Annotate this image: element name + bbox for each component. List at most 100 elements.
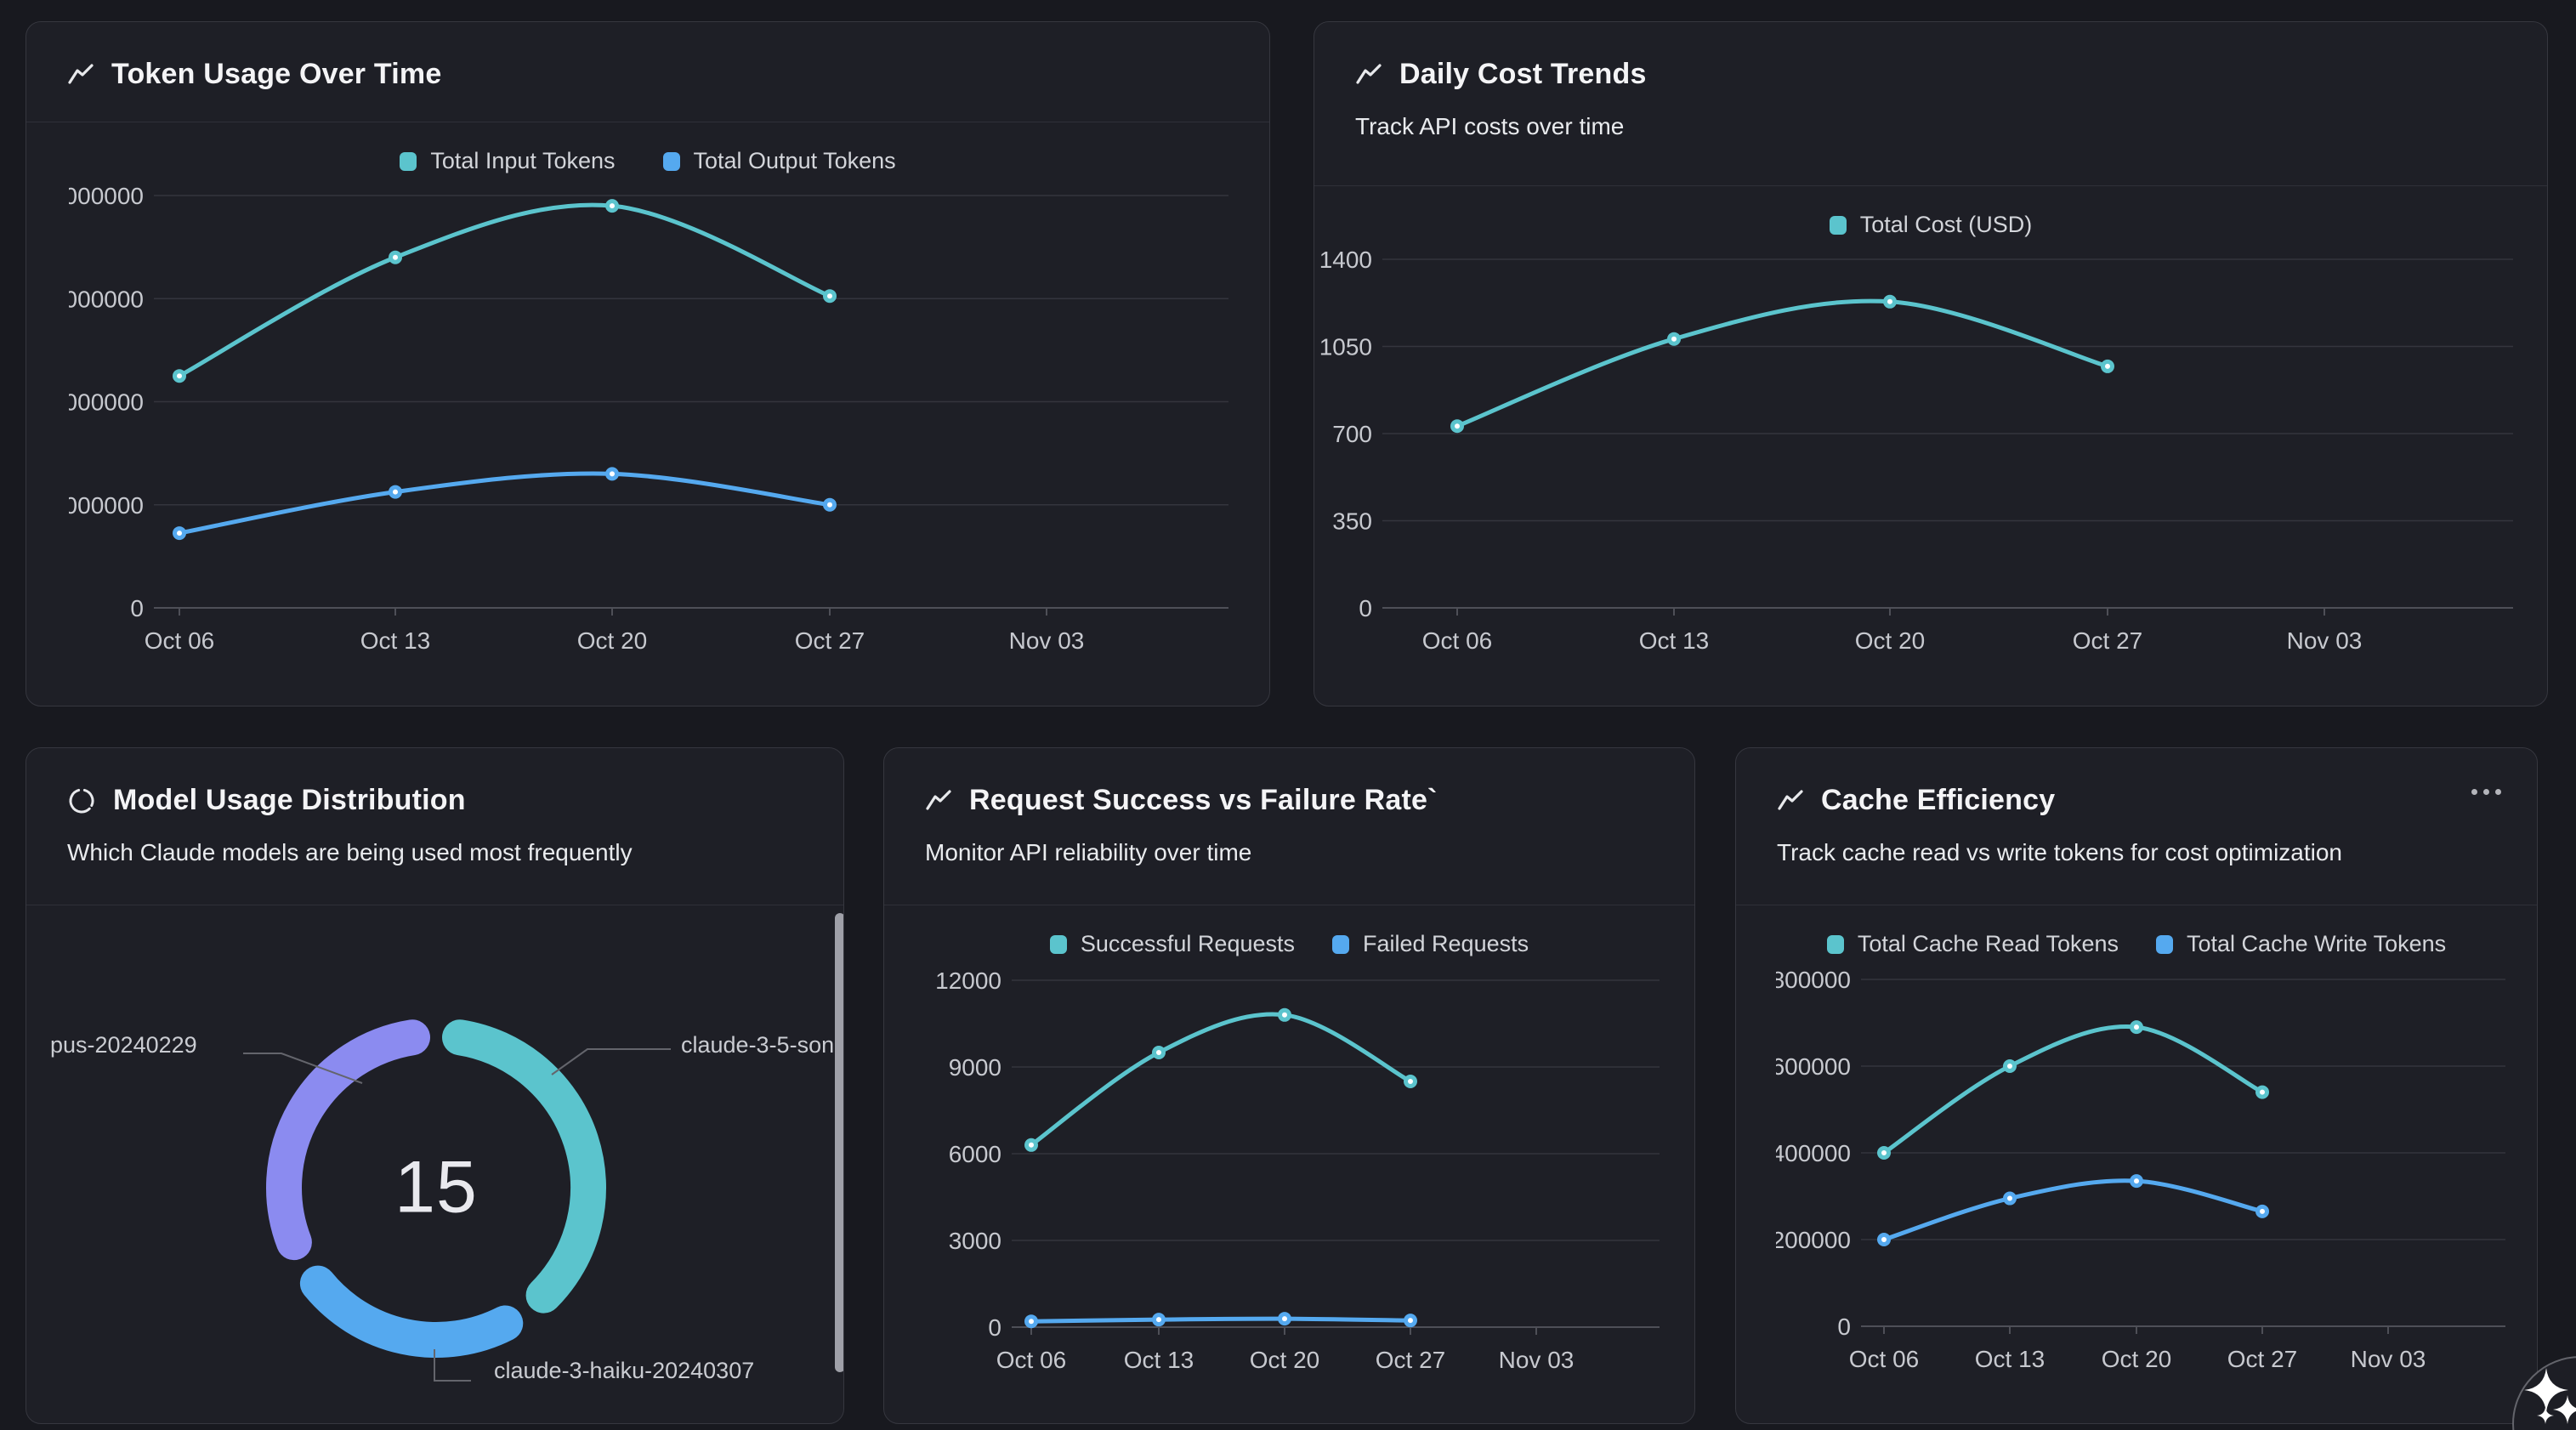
- legend-swatch-icon: [662, 151, 680, 171]
- donut-label-sonnet: claude-3-5-son: [681, 1032, 835, 1058]
- svg-text:Oct 27: Oct 27: [795, 627, 865, 654]
- chart-legend: Successful Requests Failed Requests: [884, 931, 1694, 957]
- svg-text:1400: 1400: [1319, 247, 1372, 273]
- cache-plot[interactable]: 0 200000 400000 600000 800000 Oct 06 Oct 13 Oct…: [1736, 905, 2537, 1423]
- legend-label: Failed Requests: [1363, 931, 1529, 956]
- card-header: Cache Efficiency Track cache read vs wri…: [1736, 748, 2537, 866]
- legend-label: Total Cost (USD): [1859, 212, 2033, 237]
- legend-swatch-icon: [1049, 934, 1067, 954]
- svg-text:12000: 12000: [935, 968, 1001, 994]
- svg-text:Oct 06: Oct 06: [996, 1347, 1066, 1373]
- scrollbar[interactable]: [835, 913, 843, 1372]
- request-rate-card: Request Success vs Failure Rate` Monitor…: [883, 747, 1695, 1424]
- svg-text:800000: 800000: [1772, 967, 1851, 993]
- svg-text:Oct 13: Oct 13: [1124, 1347, 1194, 1373]
- ellipsis-menu-icon[interactable]: [2471, 789, 2501, 795]
- svg-text:Oct 27: Oct 27: [1376, 1347, 1445, 1373]
- svg-text:Oct 13: Oct 13: [360, 627, 430, 654]
- svg-text:0: 0: [988, 1314, 1001, 1341]
- chart-legend: Total Cache Read Tokens Total Cache Writ…: [1736, 931, 2537, 957]
- svg-text:700: 700: [1332, 421, 1372, 447]
- card-title: Cache Efficiency: [1821, 784, 2056, 816]
- svg-text:Nov 03: Nov 03: [2287, 627, 2363, 654]
- svg-text:Oct 13: Oct 13: [1639, 627, 1709, 654]
- card-subtitle: Monitor API reliability over time: [925, 839, 1252, 865]
- card-subtitle: Track cache read vs write tokens for cos…: [1777, 839, 2342, 865]
- daily-cost-card: Daily Cost Trends Track API costs over t…: [1314, 21, 2548, 706]
- svg-text:Nov 03: Nov 03: [1499, 1347, 1575, 1373]
- card-subtitle: Track API costs over time: [1355, 113, 1625, 139]
- svg-text:8000000: 8000000: [51, 183, 144, 209]
- cache-efficiency-chart: Total Cache Read Tokens Total Cache Writ…: [1736, 905, 2537, 1423]
- model-distribution-card: Model Usage Distribution Which Claude mo…: [26, 747, 844, 1424]
- legend-item-failed[interactable]: Failed Requests: [1332, 931, 1529, 957]
- donut-center-total: 15: [394, 1146, 478, 1229]
- card-header: Request Success vs Failure Rate` Monitor…: [884, 748, 1694, 866]
- svg-text:0: 0: [1837, 1314, 1851, 1340]
- request-rate-chart: Successful Requests Failed Requests 0 300…: [884, 905, 1694, 1423]
- svg-text:Oct 27: Oct 27: [2073, 627, 2142, 654]
- legend-swatch-icon: [1332, 934, 1349, 954]
- card-title: Model Usage Distribution: [113, 784, 466, 816]
- svg-text:Oct 20: Oct 20: [1855, 627, 1925, 654]
- card-header: Daily Cost Trends Track API costs over t…: [1314, 22, 2547, 140]
- ai-assistant-button[interactable]: [2512, 1356, 2576, 1430]
- svg-text:Oct 20: Oct 20: [577, 627, 647, 654]
- svg-text:2000000: 2000000: [51, 492, 144, 519]
- legend-label: Total Cache Read Tokens: [1857, 931, 2119, 956]
- svg-text:Oct 06: Oct 06: [145, 627, 214, 654]
- trending-up-icon: [1356, 63, 1382, 84]
- legend-item-cache-write[interactable]: Total Cache Write Tokens: [2156, 931, 2446, 957]
- legend-item-cache-read[interactable]: Total Cache Read Tokens: [1826, 931, 2119, 957]
- svg-text:600000: 600000: [1772, 1053, 1851, 1080]
- svg-text:Oct 27: Oct 27: [2227, 1346, 2297, 1372]
- legend-swatch-icon: [400, 151, 417, 171]
- svg-text:Oct 20: Oct 20: [1250, 1347, 1319, 1373]
- svg-text:350: 350: [1332, 508, 1372, 535]
- svg-text:6000: 6000: [949, 1141, 1001, 1167]
- pie-chart-icon: [69, 788, 94, 813]
- legend-item-successful[interactable]: Successful Requests: [1049, 931, 1295, 957]
- legend-item-total-cost[interactable]: Total Cost (USD): [1829, 212, 2033, 238]
- trending-up-icon: [926, 789, 951, 810]
- legend-item-input-tokens[interactable]: Total Input Tokens: [400, 148, 616, 174]
- legend-swatch-icon: [1829, 215, 1847, 235]
- trending-up-icon: [1778, 789, 1803, 810]
- chart-legend: Total Input Tokens Total Output Tokens: [26, 148, 1269, 174]
- card-title: Token Usage Over Time: [111, 58, 442, 90]
- legend-label: Total Output Tokens: [693, 148, 896, 173]
- svg-text:6000000: 6000000: [51, 286, 144, 312]
- card-subtitle: Which Claude models are being used most …: [67, 839, 633, 865]
- requests-plot[interactable]: 0 3000 6000 9000 12000 Oct 06 Oct 13 Oct 20 Oct …: [884, 905, 1694, 1423]
- svg-text:Oct 06: Oct 06: [1422, 627, 1492, 654]
- donut-label-opus: pus-20240229: [50, 1032, 197, 1058]
- svg-text:9000: 9000: [949, 1054, 1001, 1081]
- divider: [1314, 185, 2547, 186]
- chart-legend: Total Cost (USD): [1314, 212, 2547, 238]
- sparkles-icon: [2524, 1368, 2576, 1424]
- svg-text:3000: 3000: [949, 1228, 1001, 1254]
- token-usage-card: Token Usage Over Time Total Input Tokens…: [26, 21, 1270, 706]
- daily_cost-plot[interactable]: 0 350 700 1050 1400 Oct 06 Oct 13 Oct 20 Oct 27 N…: [1314, 186, 2547, 706]
- card-title: Request Success vs Failure Rate`: [969, 784, 1438, 816]
- svg-text:Oct 20: Oct 20: [2102, 1346, 2171, 1372]
- legend-label: Successful Requests: [1080, 931, 1295, 956]
- svg-text:200000: 200000: [1772, 1227, 1851, 1253]
- svg-text:Nov 03: Nov 03: [2351, 1346, 2426, 1372]
- model-distribution-chart: pus-20240229 claude-3-5-son claude-3-hai…: [26, 905, 843, 1423]
- legend-swatch-icon: [1826, 934, 1844, 954]
- trending-up-icon: [68, 63, 94, 84]
- card-header: Model Usage Distribution Which Claude mo…: [26, 748, 843, 866]
- legend-label: Total Cache Write Tokens: [2187, 931, 2447, 956]
- model-distribution-donut[interactable]: [26, 905, 843, 1423]
- legend-item-output-tokens[interactable]: Total Output Tokens: [662, 148, 896, 174]
- card-title: Daily Cost Trends: [1399, 58, 1647, 90]
- svg-text:0: 0: [130, 595, 144, 621]
- svg-text:0: 0: [1359, 595, 1372, 621]
- svg-text:400000: 400000: [1772, 1140, 1851, 1166]
- svg-text:Oct 13: Oct 13: [1975, 1346, 2045, 1372]
- token-usage-chart: Total Input Tokens Total Output Tokens 0…: [26, 122, 1269, 706]
- token_usage-plot[interactable]: 0 2000000 4000000 6000000 8000000 Oct 06 Oct 1…: [26, 122, 1269, 706]
- legend-label: Total Input Tokens: [430, 148, 616, 173]
